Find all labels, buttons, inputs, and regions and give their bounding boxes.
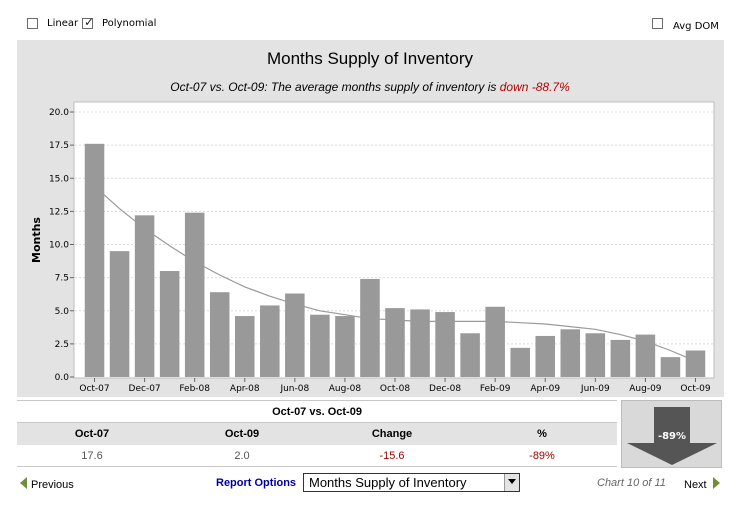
bar xyxy=(535,335,556,377)
next-arrow-icon[interactable] xyxy=(713,477,720,489)
x-tick-label: Oct-08 xyxy=(380,384,411,394)
value-percent: -89% xyxy=(529,450,555,462)
chart-subtitle: Oct-07 vs. Oct-09: The average months su… xyxy=(0,80,740,94)
report-select[interactable]: Months Supply of Inventory xyxy=(303,473,520,492)
bar xyxy=(134,215,155,377)
bar xyxy=(260,305,280,377)
value-change: -15.6 xyxy=(379,450,405,462)
y-tick-label: 15.0 xyxy=(49,174,69,184)
chevron-down-icon xyxy=(508,479,516,484)
avg-dom-label: Avg DOM xyxy=(673,21,719,32)
checkmark-icon: ✓ xyxy=(84,15,95,29)
polynomial-label: Polynomial xyxy=(102,18,157,29)
bar xyxy=(585,333,606,377)
table-row: 17.6 2.0 -15.6 -89% xyxy=(17,445,617,467)
bar xyxy=(660,357,681,377)
y-tick-label: 12.5 xyxy=(49,207,69,217)
bar xyxy=(159,271,180,377)
bar xyxy=(685,350,706,377)
footer-nav: Previous Report Options Chart 10 of 11 N… xyxy=(0,474,750,498)
indicator-label: -89% xyxy=(658,431,686,442)
x-tick-label: Apr-08 xyxy=(230,384,260,394)
bar xyxy=(460,333,480,377)
comparison-table: Oct-07 vs. Oct-09 Oct-07 Oct-09 Change %… xyxy=(17,400,617,467)
bar xyxy=(385,308,405,377)
down-arrow-icon: -89% xyxy=(627,407,717,465)
trend-line xyxy=(94,185,696,362)
y-tick-label: 5.0 xyxy=(55,307,70,317)
table-heading-row: Oct-07 vs. Oct-09 xyxy=(17,400,617,423)
bar xyxy=(610,339,631,377)
linear-checkbox[interactable] xyxy=(27,18,38,29)
x-tick-label: Jun-09 xyxy=(580,384,610,394)
x-tick-label: Dec-07 xyxy=(129,384,161,394)
bar xyxy=(209,292,230,377)
x-tick-label: Jun-08 xyxy=(279,384,309,394)
x-tick-label: Apr-09 xyxy=(530,384,560,394)
report-options-label: Report Options xyxy=(216,477,297,489)
x-tick-label: Aug-08 xyxy=(329,384,362,394)
value-oct09: 2.0 xyxy=(234,450,250,462)
bar xyxy=(234,316,255,377)
bar xyxy=(310,314,330,377)
x-tick-label: Oct-07 xyxy=(79,384,109,394)
bar xyxy=(109,251,130,377)
previous-link[interactable]: Previous xyxy=(31,479,74,491)
table-heading: Oct-07 vs. Oct-09 xyxy=(272,406,362,418)
y-tick-label: 17.5 xyxy=(49,141,69,151)
value-oct07: 17.6 xyxy=(81,450,103,462)
polynomial-checkbox[interactable]: ✓ xyxy=(82,15,95,29)
next-link[interactable]: Next xyxy=(684,479,707,491)
y-tick-label: 20.0 xyxy=(49,108,69,118)
header-oct09: Oct-09 xyxy=(224,428,260,440)
dropdown-button[interactable] xyxy=(504,474,519,491)
bar xyxy=(635,334,656,377)
bar xyxy=(184,212,205,377)
subtitle-text: Oct-07 vs. Oct-09: The average months su… xyxy=(170,80,500,94)
y-tick-label: 0.0 xyxy=(55,373,70,383)
chart-title: Months Supply of Inventory xyxy=(266,49,473,68)
x-tick-label: Dec-08 xyxy=(429,384,461,394)
x-tick-label: Feb-08 xyxy=(179,384,210,394)
bar xyxy=(335,316,355,377)
header-oct07: Oct-07 xyxy=(74,428,110,440)
bar xyxy=(435,312,455,377)
bar xyxy=(84,143,105,377)
bar xyxy=(410,309,430,377)
bar-chart: 0.0 2.5 5.0 7.5 10.0 12.5 15.0 17.5 20.0 Oct-07 D… xyxy=(30,101,715,394)
y-tick-label: 7.5 xyxy=(55,274,69,284)
table-header-row: Oct-07 Oct-09 Change % xyxy=(17,422,617,446)
change-indicator: -89% xyxy=(621,400,722,468)
bar xyxy=(560,329,581,377)
report-select-value: Months Supply of Inventory xyxy=(309,475,467,490)
y-tick-label: 2.5 xyxy=(55,340,69,350)
bar xyxy=(485,306,505,377)
linear-label: Linear xyxy=(47,18,79,29)
x-tick-label: Aug-09 xyxy=(629,384,662,394)
y-axis-label: Months xyxy=(30,217,43,263)
x-tick-label: Feb-09 xyxy=(480,384,511,394)
chart-options-bar: Linear ✓ Polynomial Avg DOM xyxy=(0,0,750,40)
y-tick-label: 10.0 xyxy=(49,241,69,251)
avg-dom-checkbox[interactable] xyxy=(652,18,663,29)
subtitle-change: down -88.7% xyxy=(499,80,570,94)
header-percent: % xyxy=(537,428,547,440)
chart-position: Chart 10 of 11 xyxy=(597,477,666,489)
bar xyxy=(360,278,380,377)
bar xyxy=(510,347,530,377)
x-tick-label: Oct-09 xyxy=(680,384,711,394)
previous-arrow-icon[interactable] xyxy=(20,477,27,489)
header-change: Change xyxy=(371,428,413,440)
bar xyxy=(285,293,305,377)
